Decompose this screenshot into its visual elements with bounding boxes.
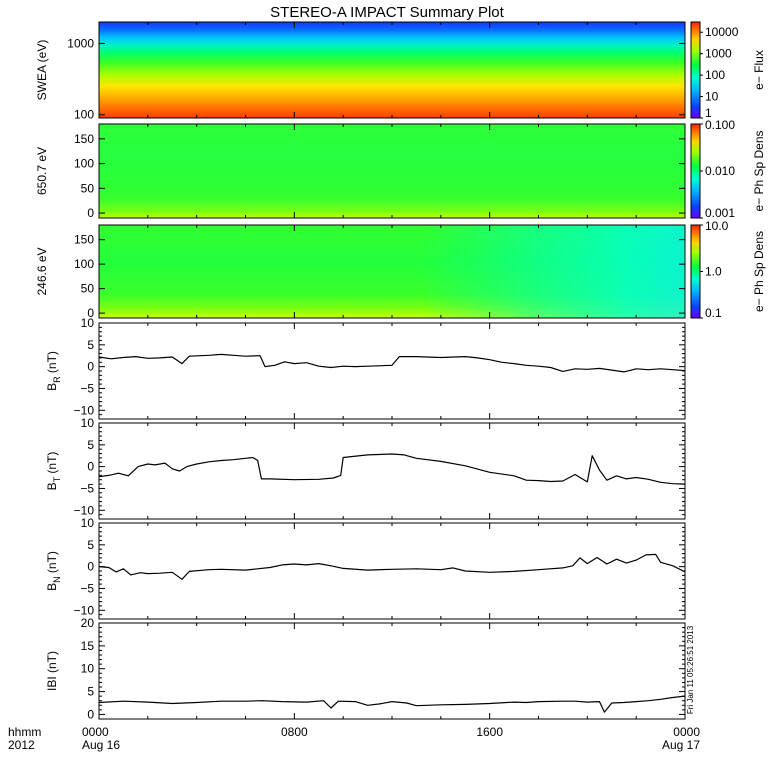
y-tick-label: 10 [81,516,95,530]
y-label-main: B [45,482,59,490]
colorbar-tick-label: 0.010 [705,164,735,178]
y-tick-label: 50 [81,282,95,296]
line-panel-br [98,322,686,420]
y-axis-label: SWEA (eV) [35,40,49,101]
y-label-unit: (nT) [45,351,59,376]
colorbar-246 [690,224,701,319]
series-line [98,553,686,580]
colorbar-label: e− Ph Sp Dens [752,130,766,211]
colorbar-650 [690,123,701,219]
y-label-unit: (nT) [45,651,59,676]
y-label-main: B [45,583,59,591]
generation-timestamp: Fri Jan 11 05:26:51 2013 [686,625,695,714]
chart-title: STEREO-A IMPACT Summary Plot [270,4,504,21]
y-tick-label: 5 [87,685,94,699]
colorbar-swea [690,21,701,119]
series-line [98,453,686,485]
x-tick-label: 0000 [82,725,109,739]
colorbar-label: e− Ph Sp Dens [752,231,766,312]
x-tick-date: Aug 16 [82,738,120,752]
colorbar-tick-label: 100 [705,68,725,82]
y-tick-label: 10 [81,416,95,430]
series-line [98,353,686,373]
y-tick-label: 0 [87,560,94,574]
colorbar-tick-label: 1000 [705,47,732,61]
y-axis-label: BT (nT) [45,452,62,491]
colorbar-tick-label: 0.1 [705,306,722,320]
y-label-unit: (nT) [45,551,59,576]
line-panel-bn [98,522,686,620]
y-tick-label: 0 [87,206,94,220]
line-panel-bmag [98,622,686,720]
y-tick-label: −10 [74,603,95,617]
y-tick-label: 0 [87,707,94,721]
y-tick-label: 50 [81,181,95,195]
y-tick-label: −10 [74,503,95,517]
spectrogram-panel-246 [98,224,686,319]
x-tick-label: 0000 [673,725,700,739]
line-panel-bt [98,422,686,520]
y-tick-label: 10 [81,662,95,676]
y-label-sub: N [52,576,62,583]
spectrogram-panel-650 [98,123,686,219]
x-tick-label: 1600 [476,725,503,739]
y-tick-label: 0 [87,360,94,374]
colorbar-tick-label: 10000 [705,25,739,39]
y-axis-label: 650.7 eV [35,147,49,195]
y-tick-label: 100 [74,257,94,271]
x-tick-date: Aug 17 [662,738,700,752]
y-label-main: IBI [45,676,59,691]
y-tick-label: 100 [74,108,94,122]
colorbar-label: e− Flux [752,50,766,90]
y-tick-label: 1000 [67,36,94,50]
y-tick-label: −10 [74,403,95,417]
y-label-sub: T [52,476,62,482]
y-tick-label: −5 [80,581,94,595]
y-tick-label: 15 [81,639,95,653]
y-tick-label: −5 [80,481,94,495]
y-label-unit: (nT) [45,452,59,477]
colorbar-tick-label: 1.0 [705,265,722,279]
y-tick-label: 10 [81,316,95,330]
y-tick-label: −5 [80,381,94,395]
y-tick-label: 100 [74,157,94,171]
spectrogram-panel-swea [98,21,686,119]
colorbar-tick-label: 1 [705,106,712,120]
y-tick-label: 0 [87,460,94,474]
y-tick-label: 0 [87,306,94,320]
y-axis-label: BN (nT) [45,551,62,591]
colorbar-tick-label: 10 [705,90,719,104]
y-tick-label: 150 [74,233,94,247]
x-axis-year-label: 2012 [8,738,35,752]
x-axis-format-label: hhmm [8,725,41,739]
y-axis-label: 246.6 eV [35,247,49,295]
y-tick-label: 5 [87,338,94,352]
y-tick-label: 5 [87,538,94,552]
colorbar-tick-label: 10.0 [705,219,729,233]
colorbar-tick-label: 0.100 [705,118,735,132]
y-label-main: B [45,383,59,391]
y-label-sub: R [52,376,62,383]
y-axis-label: IBI (nT) [45,651,59,691]
y-axis-label: BR (nT) [45,351,62,391]
colorbar-tick-label: 0.001 [705,206,735,220]
y-tick-label: 5 [87,438,94,452]
series-line [98,695,686,713]
x-tick-label: 0800 [281,725,308,739]
y-tick-label: 150 [74,132,94,146]
y-tick-label: 20 [81,616,95,630]
